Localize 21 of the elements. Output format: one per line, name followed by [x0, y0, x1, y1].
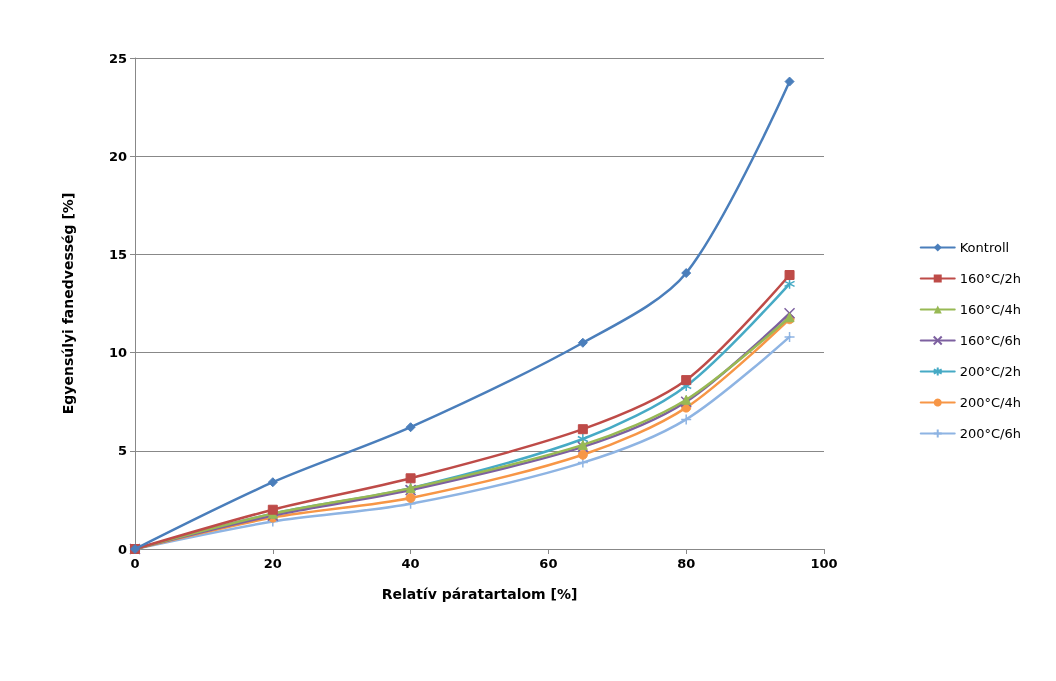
legend-label: 200°C/2h: [959, 364, 1021, 379]
legend-label: 160°C/6h: [959, 333, 1021, 348]
y-axis-title: Egyensúlyi fanedvesség [%]: [60, 192, 76, 415]
x-tick-label: 0: [130, 556, 140, 571]
y-tick-label: 15: [108, 246, 127, 262]
legend-label: Kontroll: [959, 240, 1010, 255]
y-tick-label: 20: [108, 148, 127, 164]
x-tick-label: 20: [263, 556, 282, 571]
legend-label: 200°C/4h: [959, 395, 1021, 410]
legend-label: 160°C/2h: [959, 271, 1021, 286]
y-tick-label: 10: [108, 345, 127, 361]
x-tick-label: 80: [677, 556, 696, 571]
x-tick-label: 40: [401, 556, 420, 571]
y-tick-label: 25: [108, 50, 127, 66]
y-tick-label: 0: [117, 541, 127, 557]
x-axis-title: Relatív páratartalom [%]: [381, 586, 578, 602]
legend-label: 160°C/4h: [959, 302, 1021, 317]
x-tick-label: 100: [810, 556, 838, 571]
legend-label: 200°C/6h: [959, 426, 1021, 441]
y-tick-label: 5: [117, 443, 127, 459]
x-tick-label: 60: [539, 556, 558, 571]
